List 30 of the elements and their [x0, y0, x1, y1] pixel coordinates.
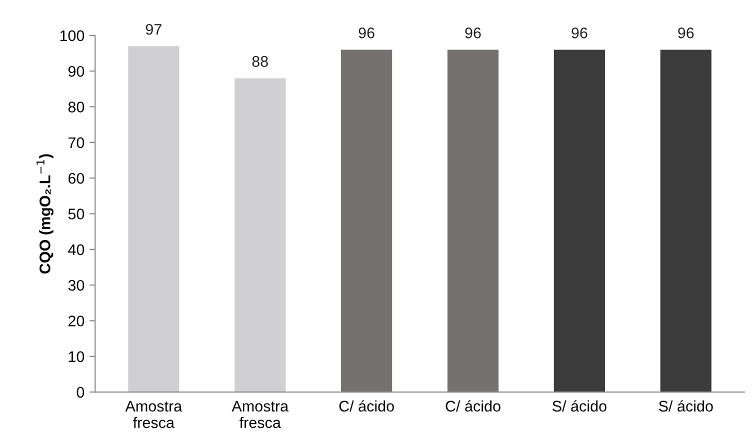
y-tick-label: 50 — [68, 208, 84, 220]
data-label: 96 — [358, 28, 374, 38]
y-tick-label: 90 — [68, 66, 84, 77]
y-tick-label: 0 — [76, 386, 84, 398]
data-label: 96 — [572, 28, 588, 38]
bar — [447, 50, 499, 392]
y-tick-label: 60 — [68, 172, 84, 184]
x-tick-label: Amostra fresca — [232, 400, 289, 428]
y-tick-label: 100 — [60, 30, 84, 42]
bar — [660, 50, 712, 392]
y-tick-label: 30 — [68, 280, 84, 291]
y-tick-label: 70 — [68, 137, 84, 148]
bar — [234, 78, 286, 392]
x-tick-label: C/ ácido — [446, 400, 500, 412]
data-label: 96 — [678, 28, 694, 38]
bar — [554, 50, 605, 392]
x-tick-label: S/ ácido — [658, 400, 713, 412]
y-tick-label: 20 — [68, 316, 84, 326]
x-tick-label: S/ ácido — [552, 400, 606, 412]
y-axis-title: CQO (mgO₂.L$^{−1}$) — [36, 154, 54, 274]
data-label: 88 — [252, 56, 268, 67]
x-tick-label: Amostra fresca — [125, 400, 182, 428]
bar — [341, 50, 392, 392]
x-tick-label: C/ ácido — [339, 400, 394, 412]
data-label: 96 — [465, 28, 481, 38]
y-tick-label: 40 — [68, 244, 84, 256]
y-tick-label: 10 — [68, 351, 84, 362]
data-label: 97 — [146, 24, 162, 35]
y-tick-label: 80 — [68, 102, 84, 112]
bar — [128, 46, 180, 392]
